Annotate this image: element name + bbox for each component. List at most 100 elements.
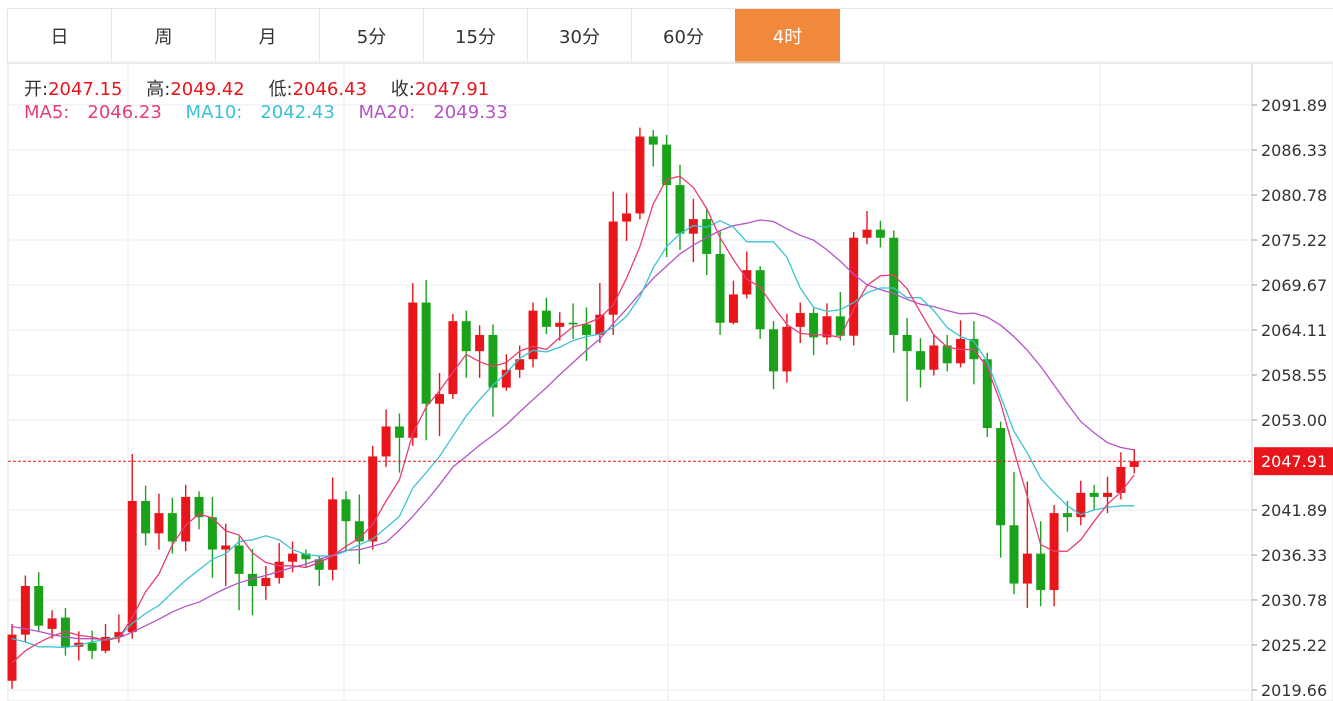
open-value: 2047.15 xyxy=(48,79,123,100)
tab-60min[interactable]: 60分 xyxy=(631,9,736,63)
candle-body xyxy=(1076,492,1086,518)
candle-body xyxy=(702,219,712,254)
y-tick-label-12: 2019.66 xyxy=(1261,681,1327,700)
candle-body xyxy=(274,561,284,578)
candle-body xyxy=(996,428,1006,526)
candle-body xyxy=(394,426,404,438)
y-tick-label-10: 2030.78 xyxy=(1261,591,1327,610)
y-tick-label-0: 2091.89 xyxy=(1261,96,1327,115)
y-tick-label-1: 2086.33 xyxy=(1261,141,1327,160)
y-tick-label-8: 2041.89 xyxy=(1261,501,1327,520)
tab-4hour[interactable]: 4时 xyxy=(735,9,840,63)
candle-body xyxy=(154,513,164,534)
y-tick-label-5: 2064.11 xyxy=(1261,321,1327,340)
y-tick-label-2: 2080.78 xyxy=(1261,186,1327,205)
candle-body xyxy=(314,559,324,570)
ma20-label: MA20: xyxy=(358,102,416,123)
candle-body xyxy=(247,573,257,587)
candle-body xyxy=(261,577,271,587)
high-value: 2049.42 xyxy=(170,79,245,100)
candle-body xyxy=(769,329,779,372)
candle-body xyxy=(929,345,939,370)
ma5-label: MA5: xyxy=(24,102,70,123)
low-label: 低: xyxy=(268,79,293,100)
candle-body xyxy=(221,545,231,550)
candle-body xyxy=(408,302,418,438)
candle-body xyxy=(568,322,578,325)
candle-body xyxy=(181,496,191,542)
candle-body xyxy=(902,334,912,352)
candle-body xyxy=(1116,466,1126,493)
candle-body xyxy=(541,310,551,327)
candle-body xyxy=(728,294,738,323)
candle-body xyxy=(608,221,618,315)
candle-body xyxy=(288,553,298,562)
candle-body xyxy=(141,500,151,534)
candle-body xyxy=(34,586,44,626)
candle-body xyxy=(501,369,511,388)
candle-body xyxy=(715,253,725,323)
candle-body xyxy=(475,334,485,352)
candle-body xyxy=(87,642,97,651)
tab-15min[interactable]: 15分 xyxy=(423,9,528,63)
candle-body xyxy=(114,632,124,638)
candle-body xyxy=(515,359,525,370)
candle-body xyxy=(7,634,17,681)
tab-5min[interactable]: 5分 xyxy=(319,9,424,63)
candle-body xyxy=(675,185,685,234)
high-label: 高: xyxy=(146,79,171,100)
candle-body xyxy=(435,394,445,404)
ohlc-readout: 开:2047.15 高:2049.42 低:2046.43 收:2047.91 xyxy=(24,75,507,101)
candle-body xyxy=(354,521,364,542)
candle-body xyxy=(1036,553,1046,591)
candle-body xyxy=(207,517,217,550)
candle-body xyxy=(648,136,658,145)
candle-body xyxy=(595,314,605,335)
candle-body xyxy=(1022,553,1032,584)
candle-body xyxy=(127,500,137,633)
y-tick-label-3: 2075.22 xyxy=(1261,231,1327,250)
candle-body xyxy=(782,326,792,372)
candle-body xyxy=(47,618,57,629)
candle-body xyxy=(795,313,805,327)
y-tick-label-7: 2053.00 xyxy=(1261,411,1327,430)
candle-body xyxy=(742,270,752,295)
ma5-line xyxy=(11,175,1135,664)
close-value: 2047.91 xyxy=(414,79,490,100)
ma20-line xyxy=(11,219,1135,641)
candle-body xyxy=(328,499,338,570)
timeframe-tabs: 日 周 月 5分 15分 30分 60分 4时 xyxy=(7,8,1333,64)
tab-day[interactable]: 日 xyxy=(7,9,112,63)
candle-body xyxy=(60,617,70,647)
ma5-value: 2046.23 xyxy=(87,102,162,123)
candle-body xyxy=(688,219,698,234)
candle-body xyxy=(461,321,471,352)
candle-body xyxy=(448,321,458,395)
candle-body xyxy=(875,229,885,238)
candle-body xyxy=(1009,525,1019,584)
candle-body xyxy=(835,316,845,336)
candle-body xyxy=(421,302,431,404)
candle-body xyxy=(194,496,204,518)
y-tick-label-6: 2058.55 xyxy=(1261,366,1327,385)
tab-month[interactable]: 月 xyxy=(215,9,320,63)
open-label: 开: xyxy=(24,79,49,100)
last-price-tag xyxy=(1254,447,1333,476)
candle-body xyxy=(809,313,819,338)
candle-body xyxy=(1129,461,1139,467)
candle-body xyxy=(234,545,244,574)
candle-body xyxy=(755,270,765,330)
y-tick-label-9: 2036.33 xyxy=(1261,546,1327,565)
candle-body xyxy=(101,637,111,651)
candle-body xyxy=(942,345,952,364)
candle-body xyxy=(167,513,177,542)
candle-body xyxy=(982,359,992,429)
tab-week[interactable]: 周 xyxy=(111,9,216,63)
candle-body xyxy=(622,213,632,222)
candle-body xyxy=(368,456,378,542)
ma20-value: 2049.33 xyxy=(433,102,508,123)
candle-body xyxy=(488,334,498,388)
ma10-value: 2042.43 xyxy=(260,102,335,123)
candle-body xyxy=(20,586,30,635)
